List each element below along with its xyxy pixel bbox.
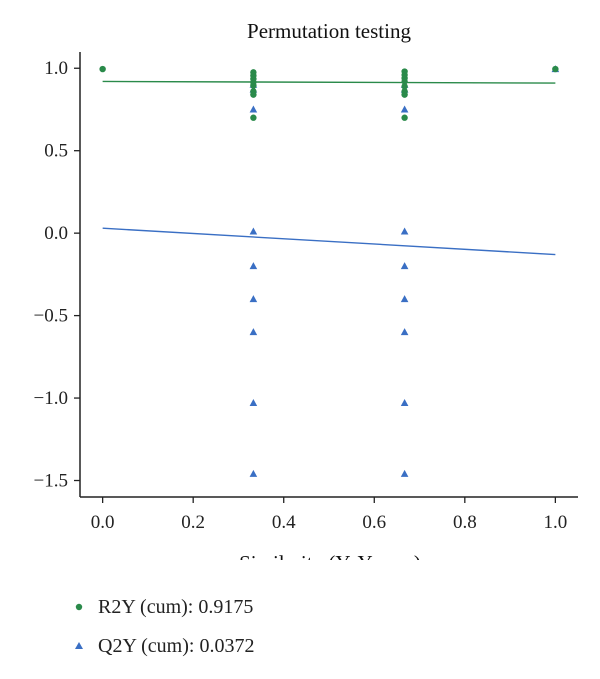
legend-label-q2y: Q2Y (cum): 0.0372 bbox=[98, 634, 255, 657]
y-tick-label: 0.5 bbox=[44, 141, 68, 162]
q2y-point bbox=[400, 399, 409, 407]
legend-item-q2y: Q2Y (cum): 0.0372 bbox=[74, 631, 254, 661]
y-tick-label: −1.5 bbox=[34, 471, 68, 492]
q2y-point bbox=[400, 105, 409, 113]
q2y-trend-line bbox=[102, 227, 556, 256]
legend-label-r2y: R2Y (cum): 0.9175 bbox=[98, 595, 254, 618]
q2y-point bbox=[400, 262, 409, 270]
q2y-point bbox=[400, 328, 409, 336]
q2y-point bbox=[249, 105, 258, 113]
x-tick-label: 1.0 bbox=[543, 512, 567, 533]
r2y-trend-line bbox=[102, 80, 556, 84]
x-axis-label: Similarity (Y, Yperm) bbox=[239, 551, 421, 560]
r2y-point bbox=[250, 91, 257, 98]
r2y-point bbox=[99, 65, 106, 73]
r2y-point bbox=[401, 91, 408, 98]
circle-marker-icon bbox=[74, 601, 98, 613]
y-tick-label: −0.5 bbox=[34, 306, 68, 327]
chart-title: Permutation testing bbox=[247, 19, 411, 43]
r2y-point bbox=[250, 114, 257, 121]
q2y-point bbox=[249, 328, 258, 336]
q2y-point bbox=[400, 469, 409, 477]
x-tick-label: 0.6 bbox=[362, 512, 386, 533]
q2y-point bbox=[249, 469, 258, 477]
y-tick-label: 1.0 bbox=[44, 58, 68, 79]
x-tick-label: 0.0 bbox=[91, 512, 115, 533]
x-tick-label: 0.8 bbox=[453, 512, 477, 533]
y-tick-label: 0.0 bbox=[44, 223, 68, 244]
legend-item-r2y: R2Y (cum): 0.9175 bbox=[74, 592, 254, 622]
q2y-point bbox=[249, 295, 258, 303]
q2y-point bbox=[249, 227, 258, 235]
r2y-point bbox=[401, 114, 408, 121]
triangle-marker-icon bbox=[74, 640, 98, 652]
y-tick-label: −1.0 bbox=[34, 388, 68, 409]
q2y-point bbox=[400, 227, 409, 235]
permutation-chart: Permutation testing 1.0 0.5 0.0 −0.5 −1.0 −1.… bbox=[34, 19, 578, 560]
q2y-point bbox=[400, 295, 409, 303]
x-tick-label: 0.2 bbox=[181, 512, 205, 533]
r2y-point bbox=[552, 65, 559, 73]
r2y-point bbox=[401, 83, 408, 90]
q2y-point bbox=[249, 399, 258, 407]
legend: R2Y (cum): 0.9175 Q2Y (cum): 0.0372 bbox=[74, 592, 254, 670]
plot-area: 1.0 0.5 0.0 −0.5 −1.0 −1.5 0.0 0.2 0.4 0.6 0.8 1.0 bbox=[34, 52, 578, 533]
r2y-point bbox=[250, 82, 257, 89]
q2y-point bbox=[249, 262, 258, 270]
r2y-point bbox=[401, 78, 408, 85]
x-tick-label: 0.4 bbox=[272, 512, 296, 533]
